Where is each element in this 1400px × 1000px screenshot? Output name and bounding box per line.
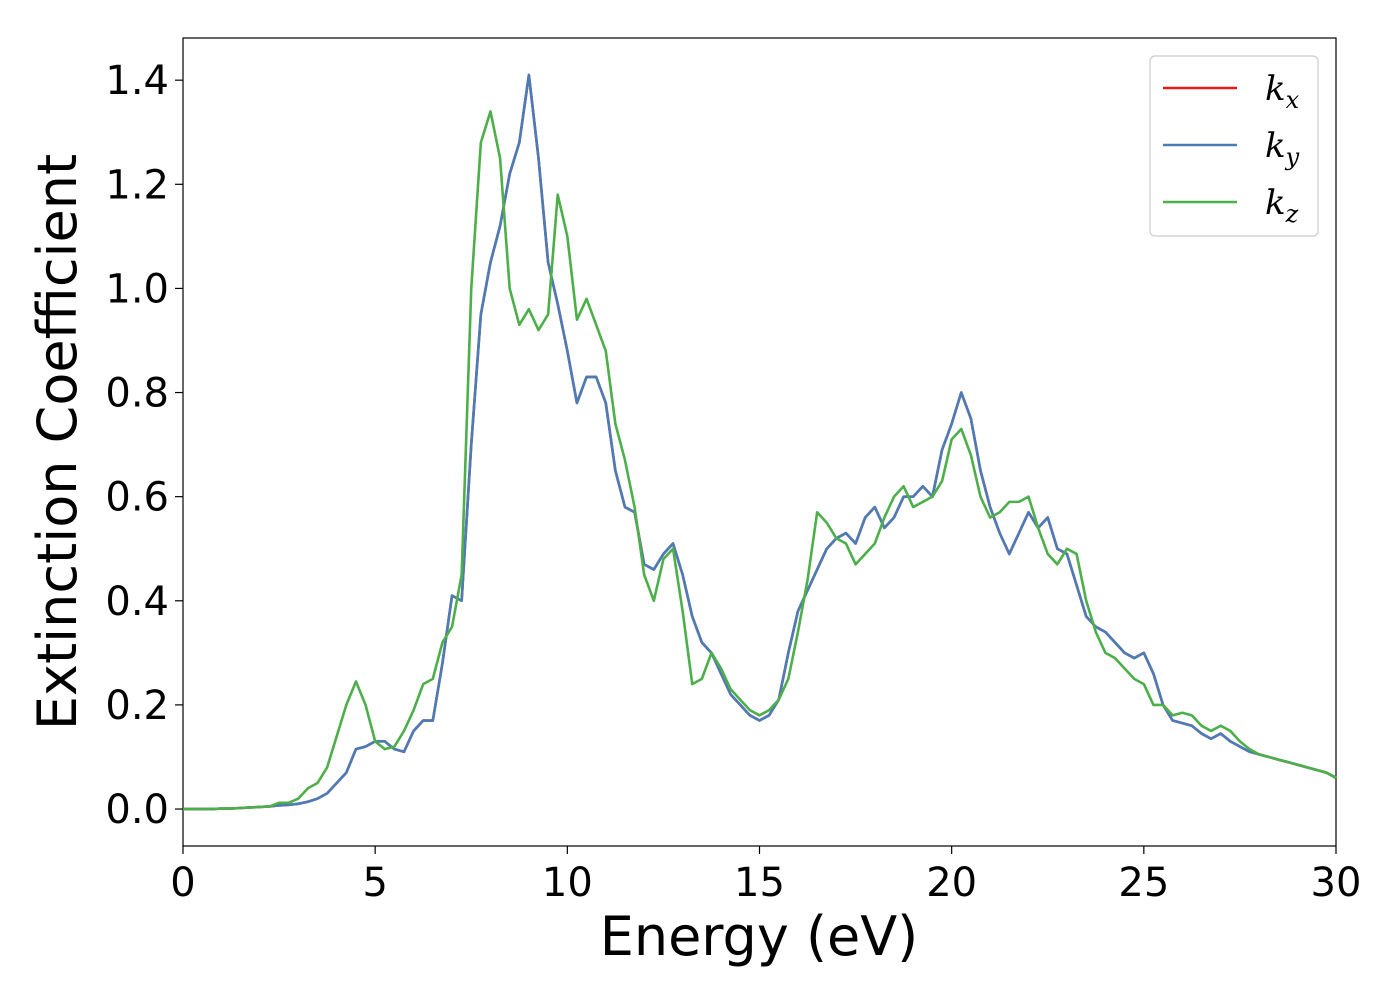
- legend-label: ky: [1265, 126, 1300, 171]
- y-axis-label: Extinction Coefficient: [26, 154, 89, 730]
- legend-label: kx: [1265, 69, 1300, 114]
- x-tick-label: 30: [1311, 860, 1362, 906]
- x-tick-label: 25: [1118, 860, 1169, 906]
- y-tick-label: 0.0: [105, 787, 169, 833]
- line-series: [183, 110, 1337, 811]
- x-axis-label: Energy (eV): [600, 905, 919, 968]
- legend-label: kz: [1265, 183, 1299, 228]
- x-tick-label: 15: [734, 860, 785, 906]
- y-tick-label: 0.2: [105, 683, 169, 729]
- x-tick-label: 5: [362, 860, 387, 906]
- y-tick-label: 0.4: [105, 579, 169, 625]
- x-tick-label: 0: [170, 860, 195, 906]
- y-tick-label: 0.8: [105, 371, 169, 417]
- y-tick-label: 1.0: [105, 266, 169, 312]
- x-tick-label: 10: [542, 860, 593, 906]
- y-tick-label: 1.2: [105, 162, 169, 208]
- y-tick-label: 1.4: [105, 58, 169, 104]
- x-tick-label: 20: [926, 860, 977, 906]
- y-tick-label: 0.6: [105, 475, 169, 521]
